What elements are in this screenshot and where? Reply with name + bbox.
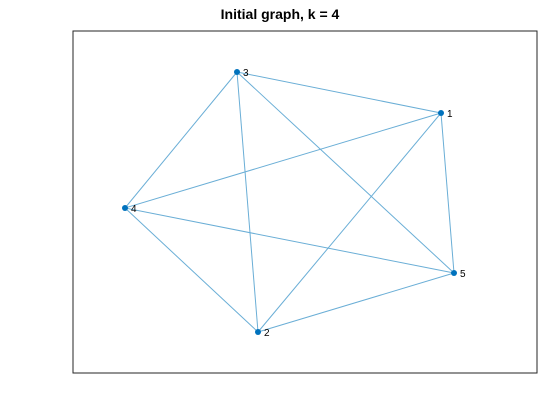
node-1 <box>438 110 444 116</box>
node-3 <box>234 69 240 75</box>
node-label-3: 3 <box>243 68 249 79</box>
edge-2-5 <box>257 272 455 333</box>
node-label-5: 5 <box>460 269 466 280</box>
edge-4-5 <box>124 207 455 274</box>
node-4 <box>122 205 128 211</box>
edge-1-5 <box>440 112 455 274</box>
edge-1-4 <box>124 112 442 209</box>
plot-title: Initial graph, k = 4 <box>220 6 340 22</box>
edge-3-1 <box>236 71 442 114</box>
edges-layer <box>124 71 455 333</box>
edge-1-2 <box>257 112 442 333</box>
edge-3-2 <box>236 71 259 333</box>
nodes-layer: 1 2 3 4 5 <box>122 68 466 339</box>
edge-4-2 <box>124 207 259 333</box>
axes-box <box>72 30 538 374</box>
node-label-1: 1 <box>447 109 453 120</box>
node-5 <box>451 270 457 276</box>
edge-3-4 <box>124 71 238 209</box>
edge-3-5 <box>236 71 455 274</box>
node-label-2: 2 <box>264 328 270 339</box>
node-2 <box>255 329 261 335</box>
node-label-4: 4 <box>131 204 137 215</box>
